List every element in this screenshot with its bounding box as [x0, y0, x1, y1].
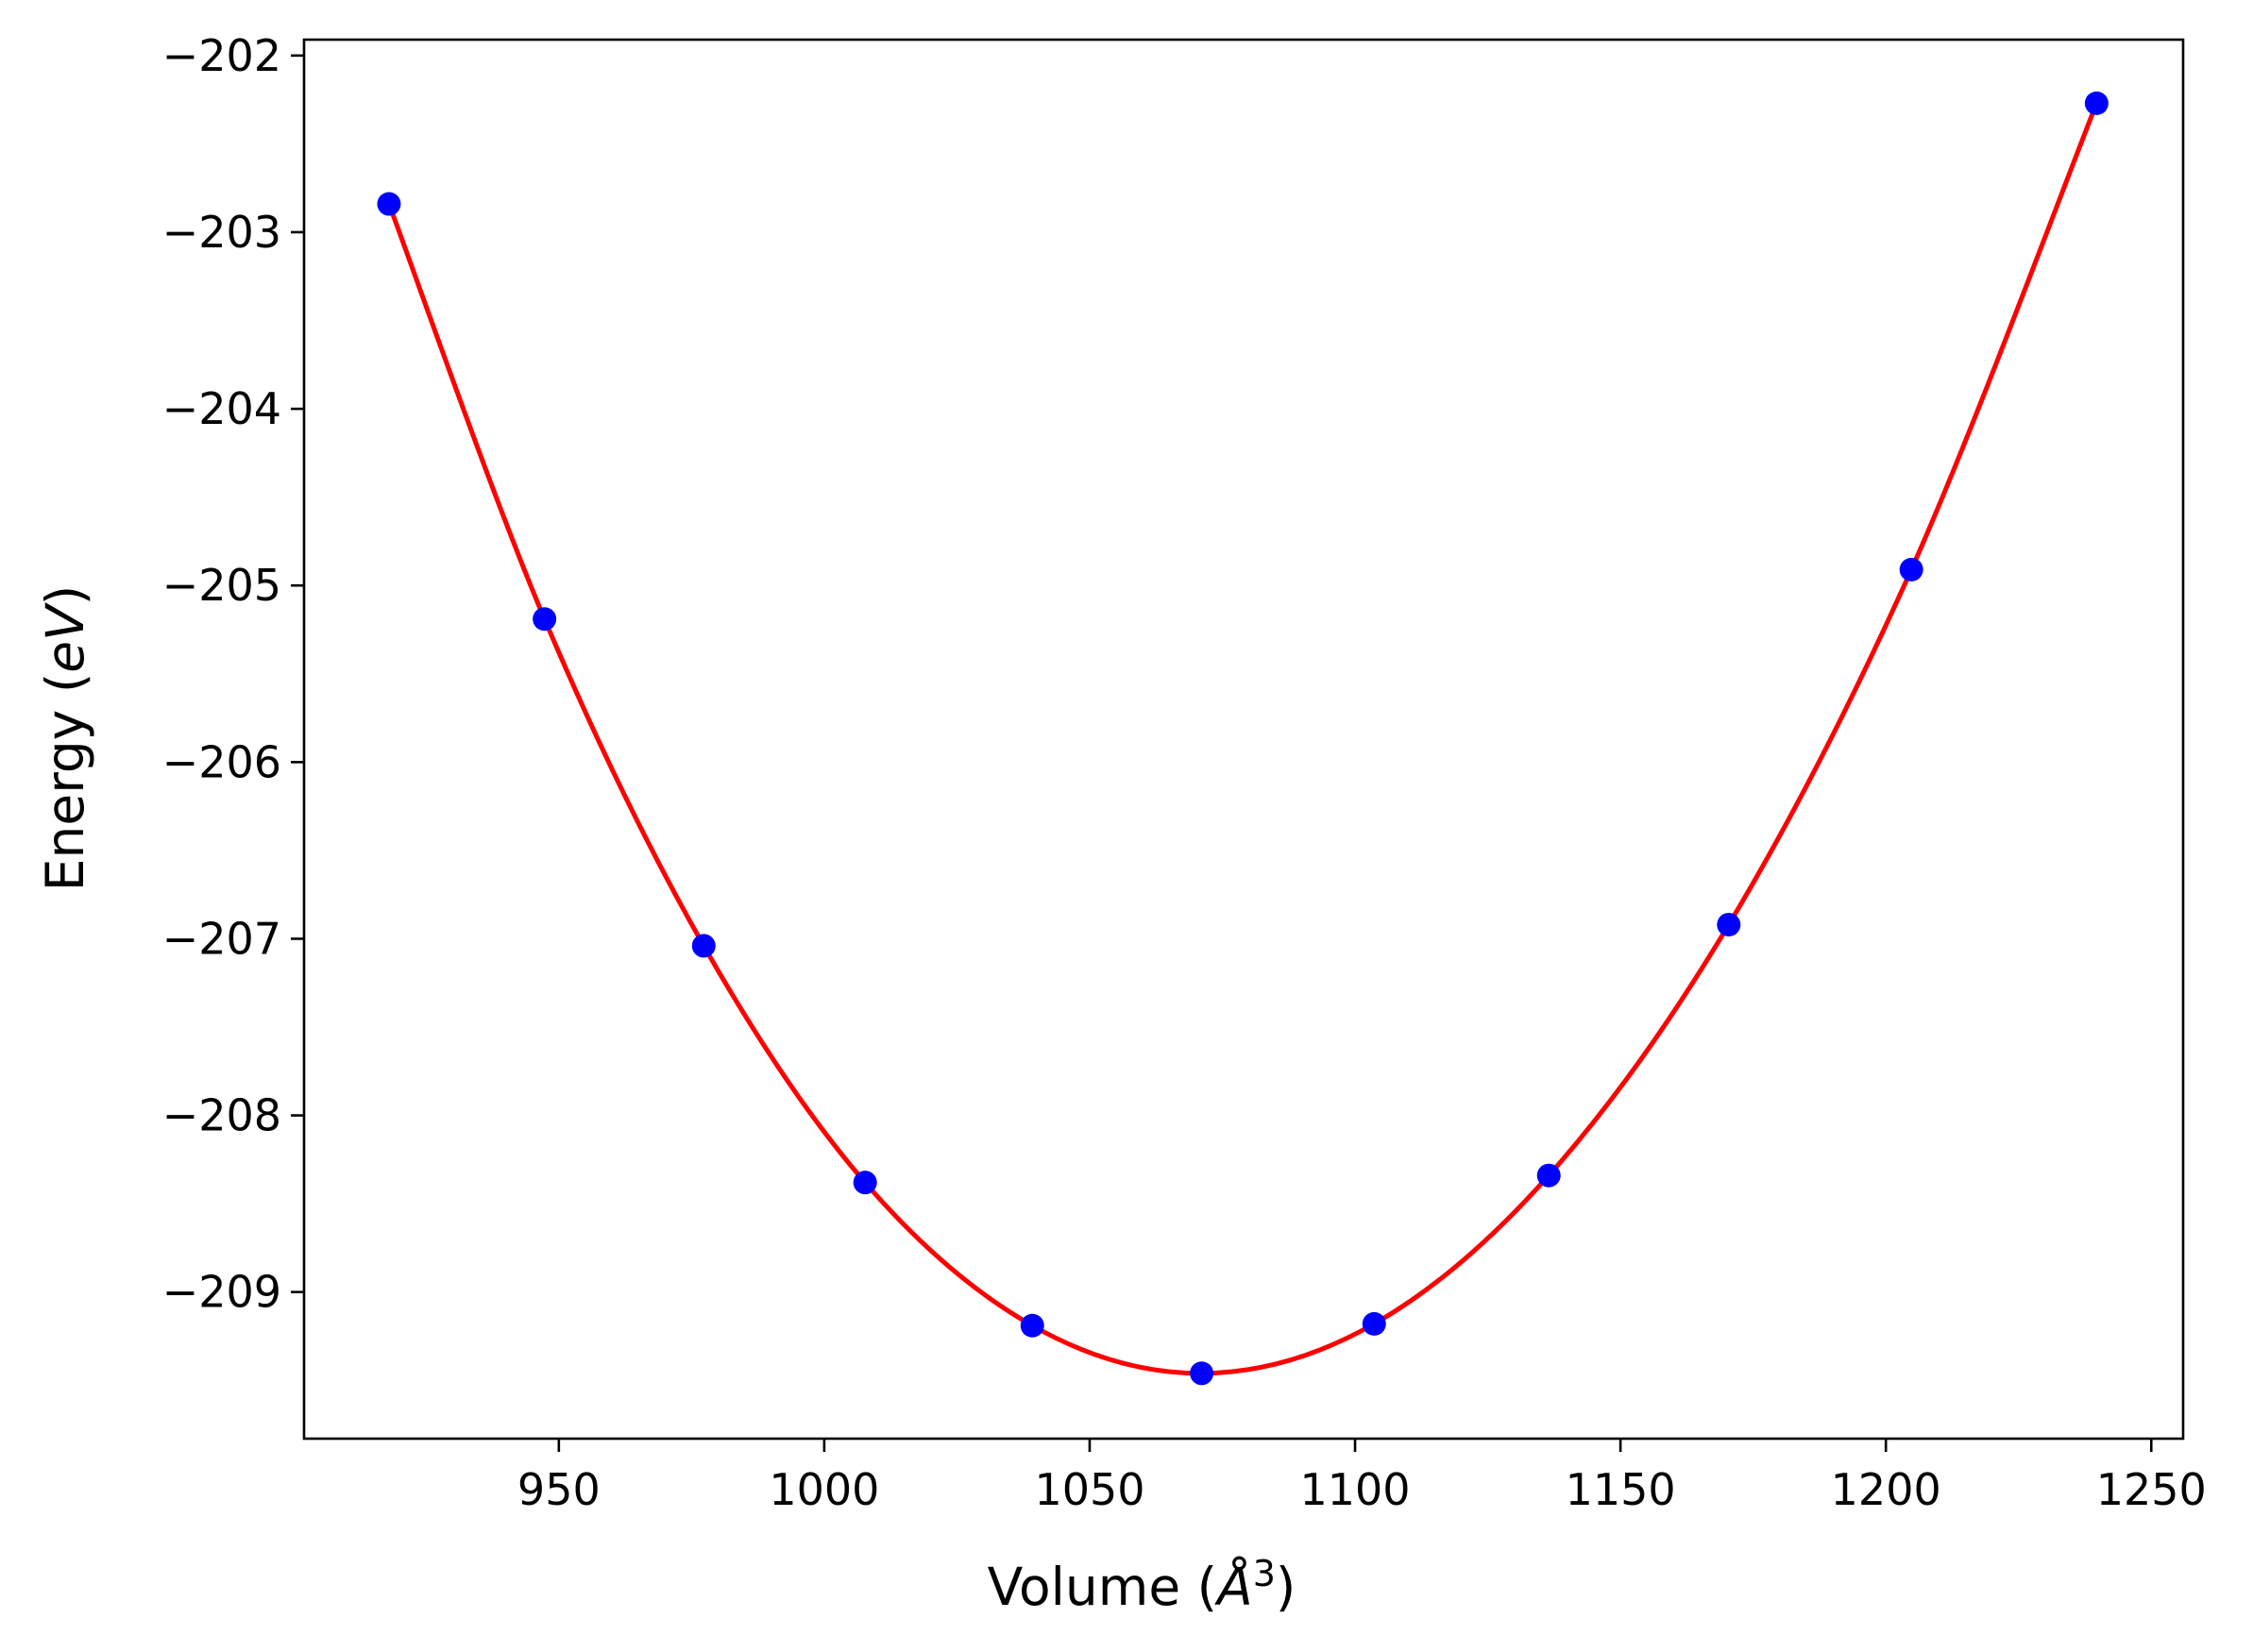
- y-tick-label: −209: [162, 1267, 281, 1318]
- data-points: [377, 91, 2109, 1386]
- data-point: [853, 1171, 877, 1195]
- data-point: [1362, 1311, 1386, 1336]
- x-tick-label: 1050: [1034, 1464, 1144, 1515]
- data-point: [1717, 912, 1741, 936]
- x-axis-label: Volume (Å3): [988, 1553, 1296, 1617]
- data-point: [1536, 1163, 1561, 1188]
- x-axis-ticks: 950 1000 1050 1100 1150 1200 1250: [517, 1439, 2207, 1515]
- y-axis-label: Energy (eV): [35, 585, 95, 891]
- x-tick-label: 1100: [1300, 1464, 1411, 1515]
- data-point: [1899, 557, 1923, 582]
- y-tick-label: −207: [162, 913, 281, 964]
- y-tick-label: −206: [162, 736, 281, 787]
- data-point: [2084, 91, 2109, 115]
- data-point: [1190, 1361, 1214, 1386]
- x-tick-label: 1000: [769, 1464, 879, 1515]
- plot-area: [377, 91, 2109, 1386]
- data-point: [1020, 1313, 1044, 1338]
- y-tick-label: −205: [162, 560, 281, 611]
- x-tick-label: 1250: [2096, 1464, 2207, 1515]
- y-tick-label: −208: [162, 1090, 281, 1141]
- y-tick-label: −204: [162, 383, 281, 434]
- y-axis-ticks: −209 −208 −207 −206 −205 −204 −203 −202: [162, 30, 304, 1318]
- x-tick-label: 1200: [1831, 1464, 1941, 1515]
- y-tick-label: −202: [162, 30, 281, 81]
- x-tick-label: 1150: [1566, 1464, 1676, 1515]
- x-tick-label: 950: [517, 1464, 601, 1515]
- fit-curve: [386, 102, 2099, 1376]
- data-point: [533, 607, 557, 632]
- data-point: [691, 934, 716, 958]
- data-point: [377, 192, 401, 216]
- y-tick-label: −203: [162, 207, 281, 258]
- axes-frame: [302, 38, 2185, 1441]
